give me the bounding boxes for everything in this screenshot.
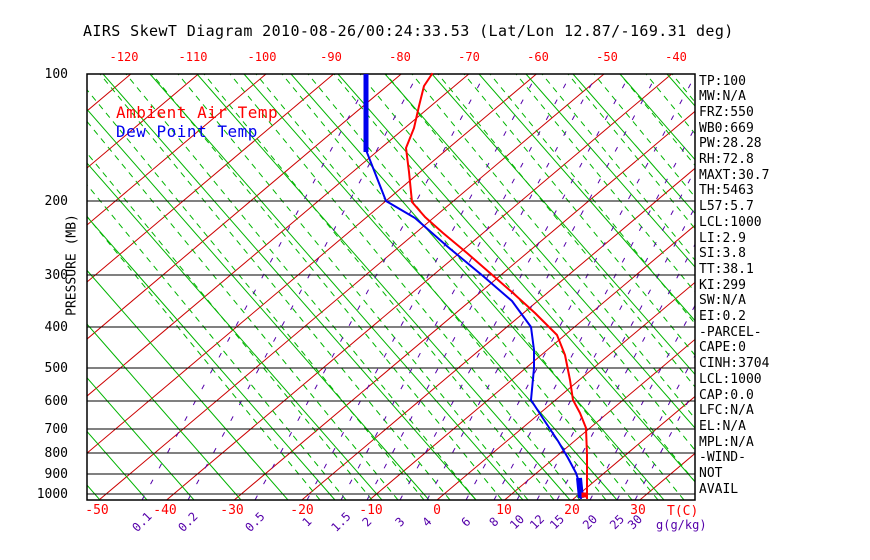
panel-value-parcel: -PARCEL- <box>699 324 762 340</box>
mixing-ratio-axis-unit: g(g/kg) <box>656 518 707 532</box>
panel-value-avail: AVAIL <box>699 481 739 497</box>
panel-value-mw: MW:N/A <box>699 89 746 105</box>
bottom-axis-temp-label: 10 <box>496 503 512 518</box>
pressure-axis-title: PRESSURE (MB) <box>64 214 80 316</box>
panel-value-cinh: CINH:3704 <box>699 356 770 372</box>
panel-value-lcl: LCL:1000 <box>699 214 762 230</box>
surface-max-temp-marker <box>581 492 587 498</box>
pressure-tick-label: 500 <box>44 361 68 376</box>
isotherm-line <box>87 74 470 397</box>
panel-value-cap: CAP:0.0 <box>699 387 754 403</box>
dry-adiabat-line <box>384 74 695 429</box>
panel-value-sw: SW:N/A <box>699 293 746 309</box>
panel-value-ki: KI:299 <box>699 277 746 293</box>
plot-border <box>86 73 696 501</box>
isotherm-line <box>233 110 695 500</box>
mixing-ratio-line <box>399 74 631 500</box>
ambient-air-temp-curve <box>405 72 588 499</box>
dry-adiabat-line <box>572 74 695 215</box>
bottom-axis-temp-label: 0 <box>433 503 441 518</box>
top-axis-temp-label: -90 <box>320 50 342 64</box>
moist-adiabat-line <box>463 74 695 356</box>
dry-adiabat-line <box>619 74 695 161</box>
page-title: AIRS SkewT Diagram 2010-08-26/00:24:33.5… <box>83 22 734 40</box>
top-axis-temp-label: -100 <box>247 50 277 64</box>
bottom-axis-temp-label: -30 <box>220 503 244 518</box>
dry-adiabat-line <box>290 74 665 500</box>
dry-adiabat-line <box>337 74 695 483</box>
pressure-tick-label: 700 <box>44 422 68 437</box>
top-axis-temp-label: -60 <box>527 50 549 64</box>
panel-value-tt: TT:38.1 <box>699 261 754 277</box>
panel-value-lfc: LFC:N/A <box>699 403 754 419</box>
panel-value-l57: L57:5.7 <box>699 199 754 215</box>
panel-value-si: SI:3.8 <box>699 246 746 262</box>
mixing-ratio-line <box>366 74 598 500</box>
panel-value-wb0: WB0:669 <box>699 120 754 136</box>
moist-adiabat-line <box>281 74 633 500</box>
panel-value-cape: CAPE:0 <box>699 340 746 356</box>
moist-adiabat-line <box>411 74 695 420</box>
panel-value-ei: EI:0.2 <box>699 309 746 324</box>
panel-value-mpl: MPL:N/A <box>699 434 754 450</box>
panel-value-maxt: MAXT:30.7 <box>699 167 770 183</box>
pressure-tick-label: 600 <box>44 394 68 409</box>
temp-axis-unit: T(C) <box>667 504 699 519</box>
isotherm-line <box>87 74 537 454</box>
dew-point-temp-curve <box>364 148 583 500</box>
bottom-axis-temp-label: 20 <box>564 503 580 518</box>
mixing-ratio-line <box>340 74 572 500</box>
isotherm-line <box>87 74 199 169</box>
panel-value-frz: FRZ:550 <box>699 104 754 120</box>
panel-value-not: NOT <box>699 466 723 481</box>
moist-adiabat-line <box>437 74 695 388</box>
panel-value-lcl: LCL:1000 <box>699 371 762 387</box>
top-axis-temp-label: -120 <box>109 50 139 64</box>
moist-adiabat-line <box>489 74 695 325</box>
pressure-tick-label: 1000 <box>36 487 68 502</box>
mixing-ratio-line <box>306 74 538 500</box>
pressure-tick-label: 100 <box>44 67 68 82</box>
panel-value-el: EL:N/A <box>699 418 746 434</box>
bottom-axis-temp-label: -10 <box>359 503 383 518</box>
pressure-tick-label: 400 <box>44 320 68 335</box>
top-axis-temp-label: -110 <box>178 50 208 64</box>
top-axis-temp-label: -40 <box>665 50 687 64</box>
moist-adiabat-line <box>333 74 685 500</box>
bottom-axis-temp-label: -40 <box>153 503 177 518</box>
panel-value-th: TH:5463 <box>699 183 754 199</box>
top-axis-temp-label: -80 <box>389 50 411 64</box>
top-axis-temp-label: -70 <box>458 50 480 64</box>
panel-value-pw: PW:28.28 <box>699 136 762 152</box>
pressure-tick-label: 800 <box>44 446 68 461</box>
pressure-tick-label: 900 <box>44 467 68 482</box>
moist-adiabat-line <box>515 74 695 293</box>
top-axis-temp-label: -50 <box>596 50 618 64</box>
legend-dew-point-temp: Dew Point Temp <box>116 122 258 141</box>
panel-value-li: LI:2.9 <box>699 230 746 246</box>
bottom-axis-temp-label: 30 <box>630 503 646 518</box>
bottom-axis-temp-label: -20 <box>290 503 314 518</box>
pressure-tick-label: 200 <box>44 194 68 209</box>
dew-point-thick-segment <box>576 477 584 499</box>
moist-adiabat-line <box>307 74 659 500</box>
moist-adiabat-line <box>255 74 607 500</box>
legend-ambient-air-temp: Ambient Air Temp <box>116 103 279 122</box>
dry-adiabat-line <box>431 74 695 376</box>
panel-value-tp: TP:100 <box>699 73 746 89</box>
isotherm-line <box>87 74 267 226</box>
isotherm-line <box>87 74 334 283</box>
dry-adiabat-line <box>525 74 695 268</box>
pressure-tick-label: 300 <box>44 268 68 283</box>
panel-value-rh: RH:72.8 <box>699 152 754 167</box>
panel-value-wind: -WIND- <box>699 450 746 466</box>
bottom-axis-temp-label: -50 <box>85 503 109 518</box>
